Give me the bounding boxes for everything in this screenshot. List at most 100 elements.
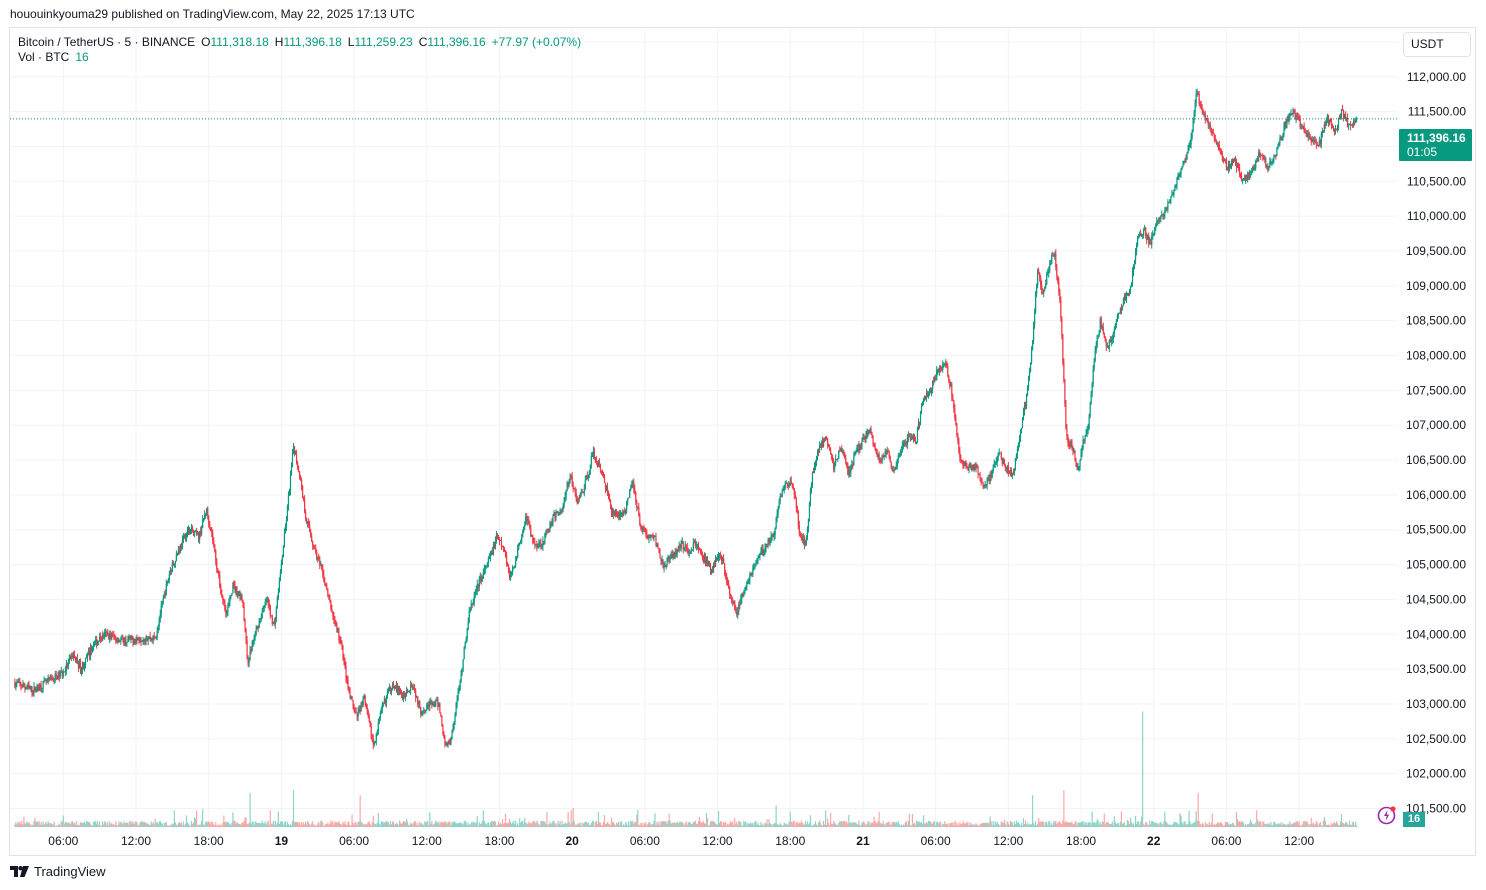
volume-bar xyxy=(1097,820,1099,827)
candle-body xyxy=(1231,161,1234,162)
volume-bar xyxy=(900,824,902,827)
volume-bar xyxy=(732,821,734,827)
candle-body xyxy=(598,462,601,465)
volume-bar xyxy=(489,822,491,827)
candle-body xyxy=(1215,139,1217,144)
volume-bar xyxy=(859,825,861,827)
volume-bar xyxy=(869,825,871,827)
volume-bar xyxy=(1298,820,1300,827)
candle-body xyxy=(1248,173,1250,180)
candle-body xyxy=(642,527,644,530)
candle-body xyxy=(915,441,918,443)
symbol-title[interactable]: Bitcoin / TetherUS · 5 · BINANCE xyxy=(18,35,196,49)
candle-body xyxy=(249,650,251,659)
candle-body xyxy=(172,562,174,565)
volume-bar xyxy=(618,821,620,827)
candle-body xyxy=(118,640,120,643)
volume-bar xyxy=(779,823,781,827)
volume-bar xyxy=(262,822,264,827)
volume-bar xyxy=(578,823,580,827)
candle-body xyxy=(385,696,388,703)
candle-body xyxy=(399,689,402,693)
tradingview-logo[interactable]: TradingView xyxy=(10,864,106,879)
volume-bar xyxy=(206,821,208,827)
lightning-alert-icon[interactable] xyxy=(1377,805,1397,825)
volume-bar xyxy=(98,825,100,827)
currency-button[interactable]: USDT xyxy=(1403,32,1471,57)
candle-body xyxy=(560,509,562,512)
candle-body xyxy=(452,728,454,731)
volume-bar xyxy=(1132,823,1135,827)
volume-bar xyxy=(753,824,755,827)
volume-bar xyxy=(464,820,466,827)
candle-body xyxy=(708,563,711,565)
volume-bar xyxy=(214,825,216,827)
candle-body xyxy=(1299,118,1301,127)
candle-body xyxy=(196,532,199,534)
candle-body xyxy=(796,507,798,512)
volume-bar xyxy=(1098,824,1100,827)
candle-body xyxy=(271,616,273,625)
candle-body xyxy=(1171,194,1173,197)
volume-bar xyxy=(622,825,624,827)
volume-bar xyxy=(1349,820,1351,827)
volume-bar xyxy=(187,823,190,827)
volume-bar xyxy=(1166,822,1168,827)
volume-bar xyxy=(1272,824,1274,827)
y-tick-label: 106,000.00 xyxy=(1406,488,1466,502)
candle-body xyxy=(571,475,573,486)
candle-body xyxy=(318,557,320,560)
candle-body xyxy=(1211,130,1213,133)
candle-body xyxy=(1264,158,1266,160)
candle-body xyxy=(447,742,449,747)
volume-bar xyxy=(454,822,456,827)
candle-body xyxy=(207,508,209,516)
candle-body xyxy=(1351,124,1353,126)
volume-bar xyxy=(508,818,511,827)
candle-body xyxy=(316,552,318,560)
candle-body xyxy=(1198,94,1200,105)
candle-body xyxy=(217,568,219,574)
volume-bar xyxy=(1208,821,1210,827)
volume-bar xyxy=(1202,824,1204,827)
volume-bar xyxy=(84,823,87,827)
volume-bar xyxy=(847,823,849,827)
volume-bar xyxy=(746,825,748,827)
candle-body xyxy=(1102,326,1104,333)
volume-bar xyxy=(771,825,773,827)
volume-bar xyxy=(829,825,831,827)
volume-bar xyxy=(131,823,133,827)
volume-bar xyxy=(528,821,530,827)
volume-bar xyxy=(1285,824,1287,827)
x-tick-label: 22 xyxy=(1147,834,1161,848)
candle-body xyxy=(76,658,79,664)
volume-bar xyxy=(495,825,498,827)
volume-bar xyxy=(1254,824,1256,827)
volume-bar xyxy=(66,823,68,827)
candle-body xyxy=(216,561,218,569)
volume-bar xyxy=(1312,822,1314,827)
volume-bar xyxy=(1237,821,1240,827)
candle-body xyxy=(300,479,303,486)
candle-body xyxy=(1073,450,1075,452)
candle-body xyxy=(709,564,712,572)
volume-label[interactable]: Vol · BTC xyxy=(18,50,70,64)
volume-bar xyxy=(1345,822,1348,827)
candle-body xyxy=(1274,155,1276,157)
volume-bar xyxy=(696,823,698,827)
volume-bar xyxy=(569,824,571,827)
candle-body xyxy=(229,596,231,603)
volume-bar xyxy=(373,823,375,827)
volume-bar xyxy=(744,822,746,827)
volume-bar xyxy=(627,825,629,827)
volume-bar xyxy=(564,822,566,827)
volume-bar xyxy=(568,822,570,827)
candle-body xyxy=(426,704,428,710)
candle-body xyxy=(214,544,216,551)
volume-bar xyxy=(987,823,989,827)
volume-bar xyxy=(97,820,99,827)
y-tick-label: 102,500.00 xyxy=(1406,732,1466,746)
volume-bar xyxy=(679,821,681,827)
volume-bar xyxy=(763,825,765,827)
